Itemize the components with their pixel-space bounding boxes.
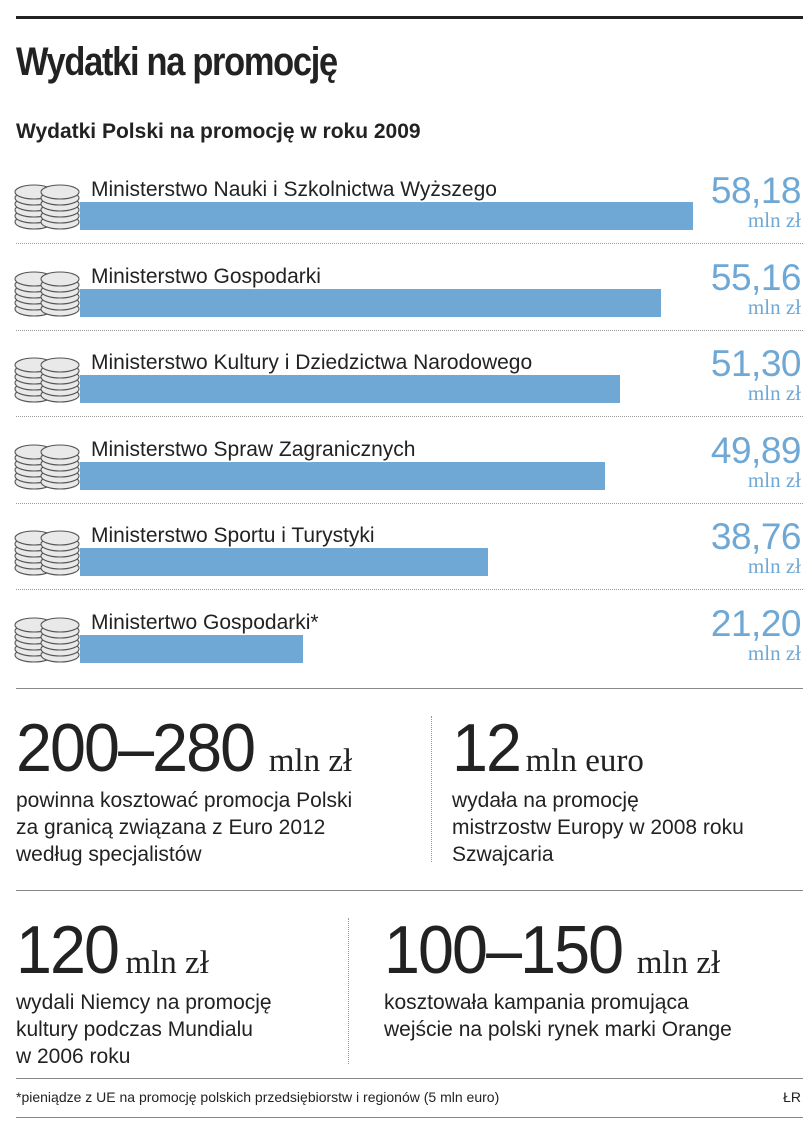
coin-stack-icon [14, 182, 94, 230]
bar [80, 202, 693, 230]
bar-label: Ministerstwo Nauki i Szkolnictwa Wyższeg… [91, 178, 497, 201]
stat-block-switzerland: 12 mln euro wydała na promocję mistrzostw… [452, 714, 744, 869]
bar-label: Ministerstwo Sportu i Turystyki [91, 524, 375, 547]
stat-figure: 200–280 mln zł [16, 714, 352, 782]
stat-desc-line: kultury podczas Mundialu [16, 1017, 253, 1041]
source-credit: ŁR [783, 1089, 801, 1105]
coin-stack-icon [14, 355, 94, 403]
stat-description: wydała na promocję mistrzostw Europy w 2… [452, 788, 744, 869]
bar-unit-label: mln zł [747, 467, 801, 492]
stat-desc-line: w 2006 roku [16, 1044, 131, 1068]
stat-description: kosztowała kampania promująca wejście na… [384, 990, 732, 1044]
bar-unit-label: mln zł [747, 381, 801, 405]
bar-row: Ministerstwo Sportu i Turystyki 38,76 mln … [0, 514, 805, 600]
column-divider [348, 918, 349, 1064]
stat-desc-line: powinna kosztować promocja Polski [16, 789, 353, 812]
stat-unit: mln zł [636, 945, 721, 981]
bar-row: Ministertwo Gospodarki* 21,20 mln zł [0, 601, 805, 687]
page-title: Wydatki na promocję [16, 40, 338, 84]
stat-unit: mln zł [125, 945, 209, 981]
bar-label: Ministertwo Gospodarki* [91, 610, 319, 634]
stat-desc-line: za granicą związana z Euro 2012 [16, 815, 326, 839]
bar-value-label: 38,76 [710, 516, 802, 557]
bar-value-label: 51,30 [710, 343, 802, 384]
row-separator [16, 329, 803, 331]
row-separator [16, 589, 803, 590]
bar [80, 288, 661, 317]
bar-row: Ministerstwo Gospodarki 55,16 mln zł [0, 255, 805, 341]
bar-value-label: 49,89 [710, 429, 802, 471]
stat-desc-line: Szwajcaria [452, 842, 554, 866]
bar-value-label: 55,16 [710, 256, 802, 298]
stat-description: powinna kosztować promocja Polski za gra… [16, 788, 352, 869]
stat-figure: 120 mln zł [16, 916, 272, 984]
stat-number: 100–150 [384, 912, 624, 988]
bottom-rule [16, 1117, 803, 1118]
stat-figure: 100–150 mln zł [384, 916, 732, 984]
bar [80, 634, 304, 663]
bar-row: Ministerstwo Nauki i Szkolnictwa Wyższeg… [0, 168, 805, 254]
stat-number: 120 [16, 912, 120, 988]
bar [80, 375, 621, 403]
section-divider [16, 1078, 803, 1079]
chart-title: Wydatki Polski na promocję w roku 2009 [16, 120, 421, 143]
stat-desc-line: wydała na promocję [452, 789, 639, 812]
bar-label: Ministerstwo Spraw Zagranicznych [91, 437, 416, 461]
stat-figure: 12 mln euro [452, 714, 744, 782]
column-divider [431, 716, 432, 862]
bar-unit-label: mln zł [747, 554, 801, 578]
section-divider [16, 890, 803, 891]
bar [80, 461, 606, 490]
coin-stack-icon [14, 269, 94, 317]
bar-unit-label: mln zł [747, 294, 801, 319]
bar-unit-label: mln zł [747, 208, 801, 232]
coin-stack-icon [14, 528, 94, 576]
coin-stack-icon [14, 442, 94, 490]
bar [80, 548, 489, 576]
stat-block-orange: 100–150 mln zł kosztowała kampania promuj… [384, 916, 732, 1044]
stat-desc-line: wejście na polski rynek marki Orange [384, 1017, 732, 1041]
bar-row: Ministerstwo Kultury i Dziedzictwa Narod… [0, 341, 805, 427]
bar-unit-label: mln zł [747, 640, 801, 665]
row-separator [16, 243, 803, 244]
stat-desc-line: kosztowała kampania promująca [384, 991, 689, 1014]
section-divider [16, 688, 803, 689]
stat-desc-line: mistrzostw Europy w 2008 roku [452, 815, 744, 839]
stat-block-germany: 120 mln zł wydali Niemcy na promocję kult… [16, 916, 272, 1071]
row-separator [16, 416, 803, 417]
row-separator [16, 502, 803, 504]
bar-row: Ministerstwo Spraw Zagranicznych 49,89 mln… [0, 428, 805, 514]
top-rule [16, 16, 803, 19]
coin-stack-icon [14, 615, 94, 663]
stat-unit: mln euro [525, 743, 644, 779]
stat-description: wydali Niemcy na promocję kultury podcza… [16, 990, 272, 1071]
bar-label: Ministerstwo Gospodarki [91, 264, 321, 288]
stat-desc-line: według specjalistów [16, 842, 202, 866]
bar-chart: Ministerstwo Nauki i Szkolnictwa Wyższeg… [0, 168, 805, 687]
bar-value-label: 58,18 [710, 170, 802, 211]
stat-desc-line: wydali Niemcy na promocję [16, 991, 272, 1014]
bar-label: Ministerstwo Kultury i Dziedzictwa Narod… [91, 351, 533, 374]
bar-value-label: 21,20 [710, 602, 802, 644]
footnote: *pieniądze z UE na promocję polskich prz… [16, 1089, 500, 1105]
stat-number: 200–280 [16, 710, 256, 786]
stat-number: 12 [452, 710, 522, 786]
stat-unit: mln zł [268, 743, 353, 779]
stat-block-euro2012: 200–280 mln zł powinna kosztować promocja… [16, 714, 352, 869]
